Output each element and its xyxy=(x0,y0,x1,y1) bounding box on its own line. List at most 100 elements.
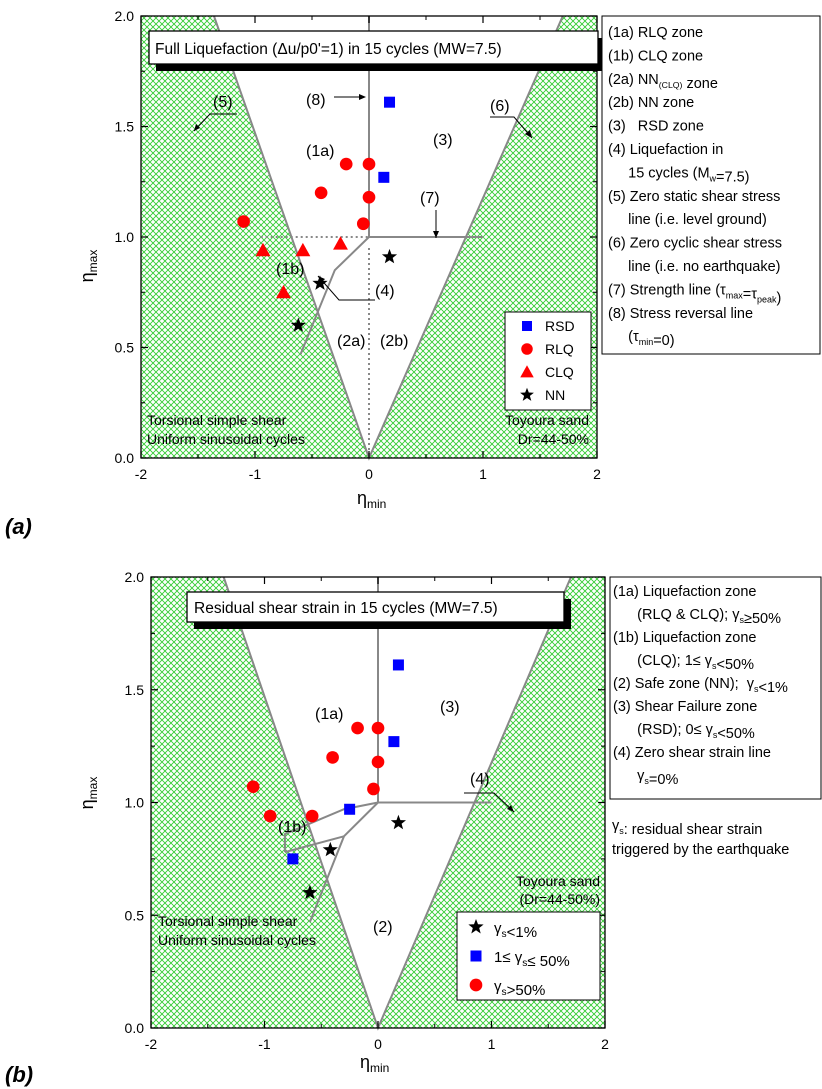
x-tick-label: 2 xyxy=(593,466,601,482)
density-label: (Dr=44-50%) xyxy=(519,891,600,907)
data-point-triangle xyxy=(295,242,311,257)
data-point-square xyxy=(378,171,390,183)
y-axis-title: ηmax xyxy=(77,777,100,810)
zone-label-2a: (2a) xyxy=(337,333,365,350)
x-tick-label: 1 xyxy=(479,466,487,482)
data-point-triangle xyxy=(276,284,291,299)
definition-line: (4) Zero shear strain line xyxy=(613,745,771,761)
definition-line: (τmin=0) xyxy=(608,329,675,349)
data-point-circle xyxy=(246,780,260,794)
data-point-square xyxy=(384,96,396,108)
definition-line: (1b) Liquefaction zone xyxy=(613,630,757,646)
y-tick-label: 2.0 xyxy=(125,569,145,585)
marker-legend: γs<1% 1≤ γs≤ 50% γs>50% xyxy=(468,919,570,999)
definition-line: (1b) CLQ zone xyxy=(608,48,703,64)
data-point-circle xyxy=(263,809,277,823)
zone-label-6: (6) xyxy=(490,98,510,115)
definition-line: line (i.e. no earthquake) xyxy=(608,259,781,275)
y-tick-label: 0.0 xyxy=(115,450,135,466)
zone-boundary-line xyxy=(299,236,370,355)
zone-label-4: (4) xyxy=(375,283,395,300)
definition-line: triggered by the earthquake xyxy=(612,842,789,858)
zone-label-1a: (1a) xyxy=(315,706,343,723)
y-tick-label: 1.0 xyxy=(115,229,135,245)
y-tick-label: 0.5 xyxy=(125,907,145,923)
zone-boundary-line xyxy=(284,835,345,854)
data-point-square xyxy=(388,736,400,748)
zone-definitions: (1a) RLQ zone (1b) CLQ zone (2a) NN(CLQ) z… xyxy=(608,25,782,349)
data-point-circle xyxy=(339,157,353,171)
data-point-circle xyxy=(362,190,376,204)
x-tick-label: -1 xyxy=(249,466,262,482)
legend-marker-square xyxy=(522,321,532,331)
panel-label: (a) xyxy=(5,514,32,539)
density-label: Dr=44-50% xyxy=(518,431,589,447)
zone-label-3: (3) xyxy=(440,699,460,716)
legend-label: γs>50% xyxy=(494,978,545,999)
x-tick-label: -1 xyxy=(258,1036,271,1052)
y-tick-label: 0.5 xyxy=(115,340,135,356)
x-tick-label: -2 xyxy=(135,466,148,482)
y-tick-label: 1.0 xyxy=(125,795,145,811)
panel-b: -2 -1 0 1 2 0.0 0.5 1.0 1.5 2.0 Residual shear st… xyxy=(5,569,822,1087)
data-point-triangle xyxy=(255,242,271,257)
legend-label: RSD xyxy=(545,318,575,334)
legend-label: RLQ xyxy=(545,341,574,357)
strain-note: γs: residual shear strain triggered by th… xyxy=(612,818,789,858)
data-point-circle xyxy=(356,217,370,231)
definition-line: (6) Zero cyclic shear stress xyxy=(608,236,782,252)
y-tick-label: 1.5 xyxy=(115,119,135,135)
data-point-star xyxy=(381,248,398,264)
data-point-circle xyxy=(314,186,328,200)
loading-label: Uniform sinusoidal cycles xyxy=(158,932,316,948)
legend-marker-star xyxy=(520,387,534,401)
zone-label-1b: (1b) xyxy=(278,819,306,836)
liquefaction-hatch-left xyxy=(151,577,378,1028)
y-tick-label: 0.0 xyxy=(125,1020,145,1036)
data-point-star xyxy=(290,317,306,332)
material-label: Toyoura sand xyxy=(505,412,589,428)
panel-label: (b) xyxy=(5,1062,33,1087)
zone-label-3: (3) xyxy=(433,132,453,149)
definition-line: (8) Stress reversal line xyxy=(608,306,753,322)
definition-line: (CLQ); 1≤ γs<50% xyxy=(613,653,754,673)
data-point-star xyxy=(322,841,338,857)
definition-line: γs=0% xyxy=(613,768,678,788)
y-axis-title: ηmax xyxy=(77,250,100,283)
definition-line: (5) Zero static shear stress xyxy=(608,189,780,205)
zone-label-7: (7) xyxy=(420,190,440,207)
zone-label-2b: (2b) xyxy=(380,333,408,350)
zone-label-1a: (1a) xyxy=(306,143,334,160)
legend-marker-star xyxy=(468,919,484,934)
plot-frame xyxy=(140,15,598,459)
zone-definitions: (1a) Liquefaction zone (RLQ & CLQ); γs≥5… xyxy=(613,584,788,788)
data-point-circle xyxy=(237,215,250,228)
definition-line: (2a) NN(CLQ) zone xyxy=(608,72,718,92)
legend-marker-triangle xyxy=(520,365,534,378)
material-label: Toyoura sand xyxy=(516,873,600,889)
definition-line: (1a) RLQ zone xyxy=(608,25,703,41)
data-point-circle xyxy=(326,751,339,764)
axis-ticks: -2 -1 0 1 2 0.0 0.5 1.0 1.5 2.0 xyxy=(115,8,602,482)
legend-label: γs<1% xyxy=(494,920,537,941)
data-point-square xyxy=(344,803,356,815)
data-point-circle xyxy=(351,721,364,735)
x-tick-label: 1 xyxy=(488,1036,496,1052)
definition-line: line (i.e. level ground) xyxy=(608,212,767,228)
data-point-circle xyxy=(371,721,385,735)
definition-line: 15 cycles (Mw=7.5) xyxy=(608,165,750,185)
legend-marker-circle xyxy=(469,978,483,992)
legend-marker-square xyxy=(470,950,482,962)
marker-legend: RSD RLQ CLQ NN xyxy=(520,318,575,403)
definition-line: (3) Shear Failure zone xyxy=(613,699,757,715)
data-point-circle xyxy=(305,809,319,823)
panel-a: -2 -1 0 1 2 0.0 0.5 1.0 1.5 2.0 Full Liquefaction… xyxy=(5,8,821,539)
definition-line: γs: residual shear strain xyxy=(612,818,762,838)
zone-label-8: (8) xyxy=(306,92,326,109)
legend-label: 1≤ γs≤ 50% xyxy=(494,949,570,970)
y-tick-label: 2.0 xyxy=(115,8,135,24)
x-tick-label: 2 xyxy=(601,1036,609,1052)
definition-line: (RLQ & CLQ); γs≥50% xyxy=(613,607,781,627)
definition-line: (2b) NN zone xyxy=(608,95,694,111)
